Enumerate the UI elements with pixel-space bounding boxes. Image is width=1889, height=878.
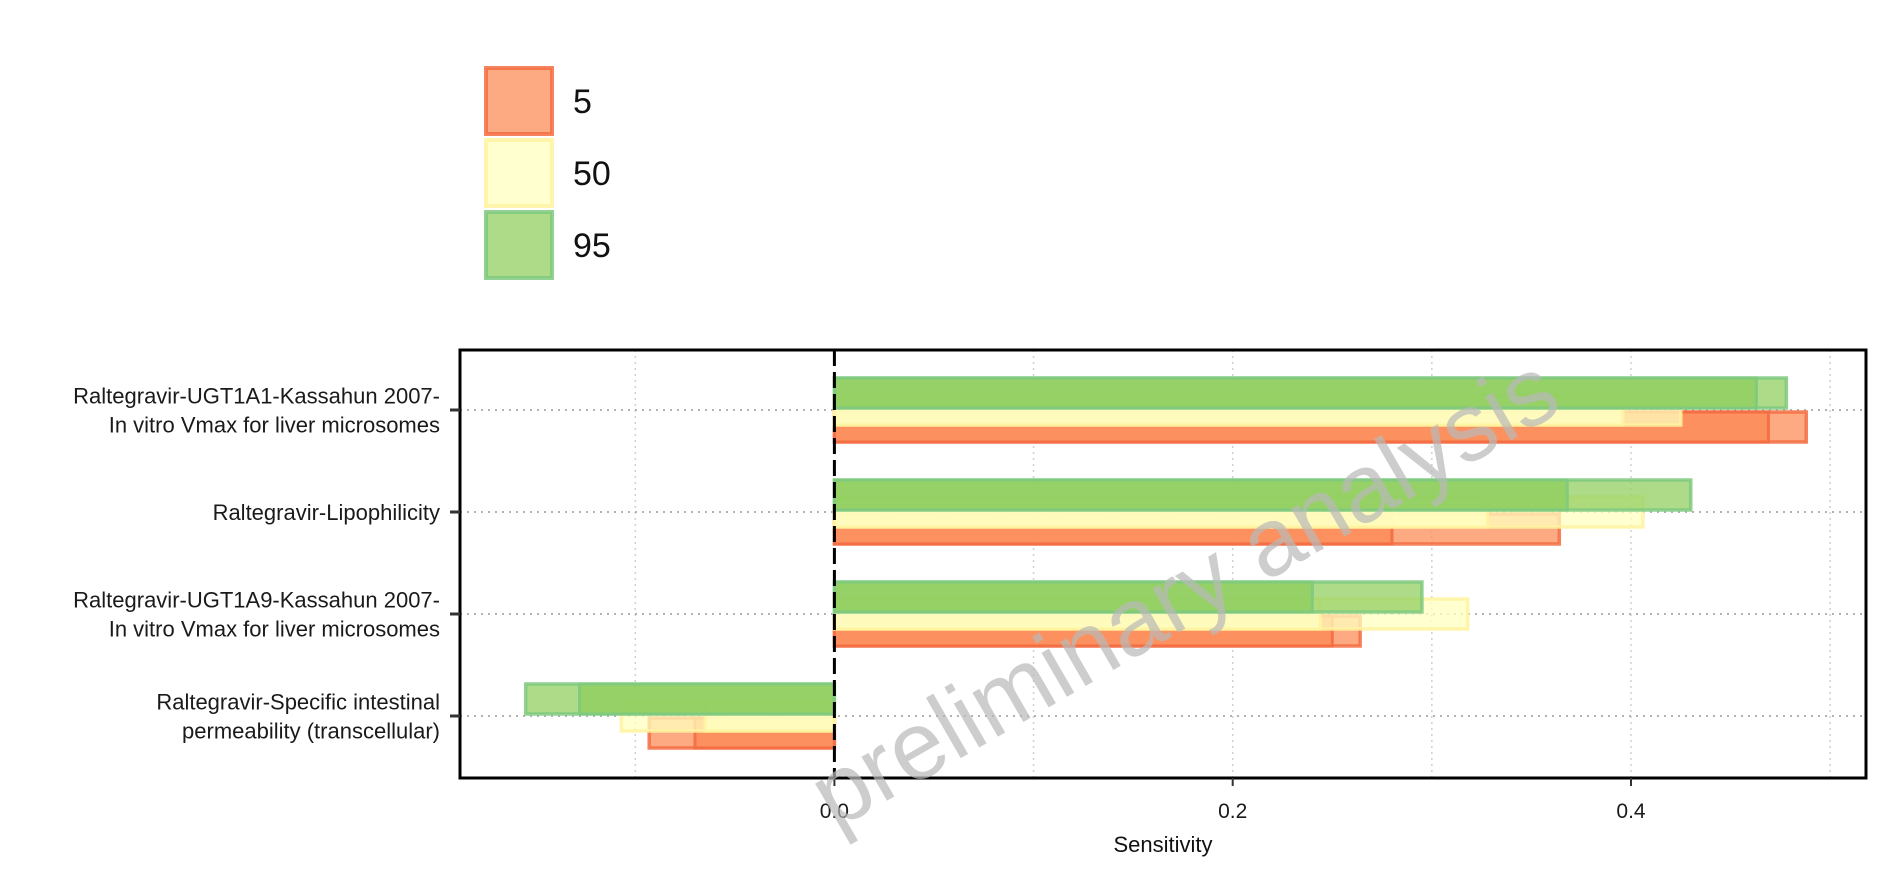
category-label: Raltegravir-Specific intestinal bbox=[156, 690, 440, 715]
category-label: permeability (transcellular) bbox=[182, 719, 440, 744]
legend-swatch-95 bbox=[484, 210, 554, 280]
plot-border bbox=[458, 348, 1868, 780]
category-label: In vitro Vmax for liver microsomes bbox=[109, 413, 440, 438]
bar-series-95 bbox=[832, 580, 1314, 614]
x-tick-label: 0.0 bbox=[820, 800, 849, 823]
category-label: Raltegravir-UGT1A9-Kassahun 2007- bbox=[73, 588, 440, 613]
bar-series-95 bbox=[832, 478, 1569, 512]
legend-swatch-5 bbox=[484, 66, 554, 136]
category-label: In vitro Vmax for liver microsomes bbox=[109, 617, 440, 642]
legend-label-50: 50 bbox=[573, 155, 611, 193]
category-label: Raltegravir-Lipophilicity bbox=[213, 500, 440, 525]
plot-frame bbox=[458, 348, 1868, 780]
bar-series-95 bbox=[577, 682, 836, 716]
category-label: Raltegravir-UGT1A1-Kassahun 2007- bbox=[73, 384, 440, 409]
bars bbox=[523, 376, 1809, 750]
legend: 5 50 95 bbox=[484, 66, 611, 280]
legend-swatch-50 bbox=[484, 138, 554, 208]
x-axis-title: Sensitivity bbox=[1113, 832, 1212, 857]
legend-label-95: 95 bbox=[573, 227, 611, 265]
axes: 0.0 0.2 0.4 Raltegravir-UGT1A1-Kassahun 200… bbox=[73, 384, 1646, 824]
legend-label-5: 5 bbox=[573, 83, 592, 121]
x-tick-label: 0.4 bbox=[1616, 800, 1646, 823]
x-tick-label: 0.2 bbox=[1218, 800, 1247, 823]
bar-series-95 bbox=[832, 376, 1758, 410]
